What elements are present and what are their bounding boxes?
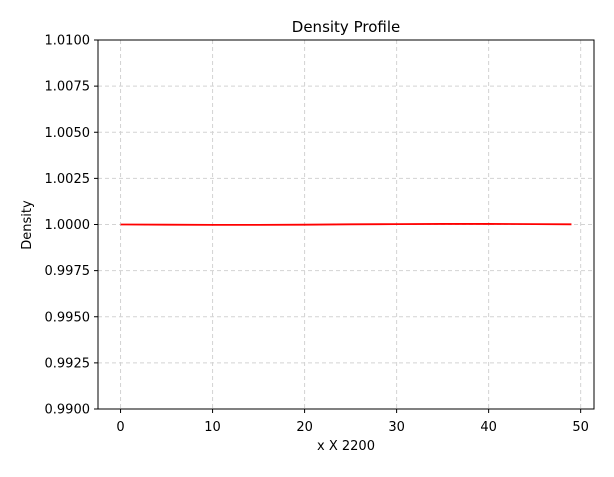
- x-tick-label: 30: [388, 420, 405, 435]
- y-tick-label: 1.0100: [45, 34, 91, 49]
- x-tick-label: 0: [116, 420, 124, 435]
- y-tick-label: 1.0075: [45, 80, 91, 95]
- series-layer: [120, 223, 572, 226]
- x-tick-label: 40: [480, 420, 497, 435]
- x-tick-label: 50: [572, 420, 589, 435]
- y-tick-label: 0.9900: [45, 403, 91, 418]
- y-tick-label: 0.9975: [45, 264, 91, 279]
- y-axis-label: Density: [20, 200, 35, 250]
- density-series-line: [120, 223, 572, 226]
- x-tick-label: 10: [204, 420, 221, 435]
- x-tick-label: 20: [296, 420, 313, 435]
- y-tick-label: 1.0025: [45, 172, 91, 187]
- x-axis-label: x X 2200: [317, 439, 375, 454]
- chart-title: Density Profile: [292, 18, 400, 36]
- y-tick-label: 0.9950: [45, 310, 91, 325]
- y-tick-label: 0.9925: [45, 356, 91, 371]
- y-tick-label: 1.0050: [45, 126, 91, 141]
- axis-ticks: 0 10 20 30 40 50 0.9900 0.9925 0.9950 0.9975 1.000…: [45, 34, 589, 436]
- y-tick-label: 1.0000: [45, 218, 91, 233]
